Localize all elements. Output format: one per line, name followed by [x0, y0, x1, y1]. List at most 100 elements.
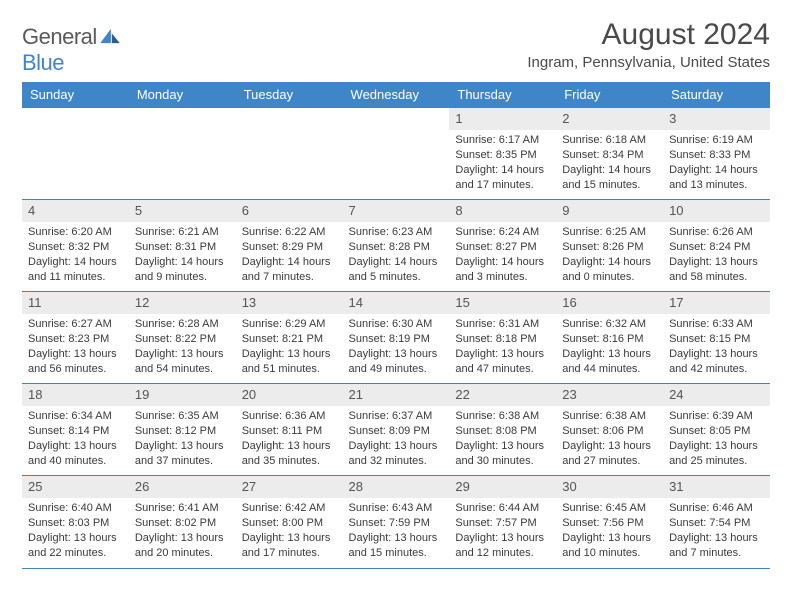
day-number: 5 — [129, 200, 236, 222]
calendar-table: SundayMondayTuesdayWednesdayThursdayFrid… — [22, 82, 770, 568]
calendar-day-cell: 30Sunrise: 6:45 AMSunset: 7:56 PMDayligh… — [556, 476, 663, 568]
calendar-day-cell: 11Sunrise: 6:27 AMSunset: 8:23 PMDayligh… — [22, 292, 129, 384]
calendar-day-cell: 18Sunrise: 6:34 AMSunset: 8:14 PMDayligh… — [22, 384, 129, 476]
calendar-day-cell: 9Sunrise: 6:25 AMSunset: 8:26 PMDaylight… — [556, 200, 663, 292]
day-number: 15 — [449, 292, 556, 314]
day-details: Sunrise: 6:19 AMSunset: 8:33 PMDaylight:… — [663, 130, 770, 196]
day-number: 7 — [343, 200, 450, 222]
day-details: Sunrise: 6:38 AMSunset: 8:06 PMDaylight:… — [556, 406, 663, 472]
day-details: Sunrise: 6:45 AMSunset: 7:56 PMDaylight:… — [556, 498, 663, 564]
location-text: Ingram, Pennsylvania, United States — [527, 54, 770, 71]
day-details: Sunrise: 6:43 AMSunset: 7:59 PMDaylight:… — [343, 498, 450, 564]
calendar-day-cell — [129, 108, 236, 200]
day-number: 21 — [343, 384, 450, 406]
day-number: 3 — [663, 108, 770, 130]
day-number: 10 — [663, 200, 770, 222]
day-details: Sunrise: 6:17 AMSunset: 8:35 PMDaylight:… — [449, 130, 556, 196]
day-number: 23 — [556, 384, 663, 406]
day-number: 26 — [129, 476, 236, 498]
calendar-week-row: 4Sunrise: 6:20 AMSunset: 8:32 PMDaylight… — [22, 200, 770, 292]
day-number: 30 — [556, 476, 663, 498]
brand-word1: General — [22, 24, 97, 49]
day-details: Sunrise: 6:23 AMSunset: 8:28 PMDaylight:… — [343, 222, 450, 288]
day-number: 31 — [663, 476, 770, 498]
day-number-blank — [343, 108, 450, 130]
day-number: 8 — [449, 200, 556, 222]
day-number: 20 — [236, 384, 343, 406]
calendar-week-row: 11Sunrise: 6:27 AMSunset: 8:23 PMDayligh… — [22, 292, 770, 384]
day-details: Sunrise: 6:32 AMSunset: 8:16 PMDaylight:… — [556, 314, 663, 380]
calendar-day-cell: 24Sunrise: 6:39 AMSunset: 8:05 PMDayligh… — [663, 384, 770, 476]
calendar-day-cell: 6Sunrise: 6:22 AMSunset: 8:29 PMDaylight… — [236, 200, 343, 292]
day-details: Sunrise: 6:24 AMSunset: 8:27 PMDaylight:… — [449, 222, 556, 288]
calendar-day-cell: 14Sunrise: 6:30 AMSunset: 8:19 PMDayligh… — [343, 292, 450, 384]
calendar-day-cell: 8Sunrise: 6:24 AMSunset: 8:27 PMDaylight… — [449, 200, 556, 292]
day-details: Sunrise: 6:36 AMSunset: 8:11 PMDaylight:… — [236, 406, 343, 472]
day-details: Sunrise: 6:33 AMSunset: 8:15 PMDaylight:… — [663, 314, 770, 380]
calendar-day-cell: 23Sunrise: 6:38 AMSunset: 8:06 PMDayligh… — [556, 384, 663, 476]
calendar-day-cell: 7Sunrise: 6:23 AMSunset: 8:28 PMDaylight… — [343, 200, 450, 292]
calendar-day-cell: 26Sunrise: 6:41 AMSunset: 8:02 PMDayligh… — [129, 476, 236, 568]
calendar-body: 1Sunrise: 6:17 AMSunset: 8:35 PMDaylight… — [22, 108, 770, 568]
day-number: 22 — [449, 384, 556, 406]
weekday-header: Sunday — [22, 82, 129, 108]
calendar-day-cell: 27Sunrise: 6:42 AMSunset: 8:00 PMDayligh… — [236, 476, 343, 568]
day-details: Sunrise: 6:34 AMSunset: 8:14 PMDaylight:… — [22, 406, 129, 472]
calendar-day-cell: 12Sunrise: 6:28 AMSunset: 8:22 PMDayligh… — [129, 292, 236, 384]
day-details: Sunrise: 6:18 AMSunset: 8:34 PMDaylight:… — [556, 130, 663, 196]
day-details: Sunrise: 6:30 AMSunset: 8:19 PMDaylight:… — [343, 314, 450, 380]
calendar-day-cell: 28Sunrise: 6:43 AMSunset: 7:59 PMDayligh… — [343, 476, 450, 568]
day-details: Sunrise: 6:38 AMSunset: 8:08 PMDaylight:… — [449, 406, 556, 472]
weekday-header: Tuesday — [236, 82, 343, 108]
brand-sail-icon — [99, 28, 121, 44]
weekday-header: Thursday — [449, 82, 556, 108]
month-title: August 2024 — [527, 18, 770, 52]
day-details: Sunrise: 6:28 AMSunset: 8:22 PMDaylight:… — [129, 314, 236, 380]
day-details: Sunrise: 6:40 AMSunset: 8:03 PMDaylight:… — [22, 498, 129, 564]
day-number: 25 — [22, 476, 129, 498]
day-details: Sunrise: 6:25 AMSunset: 8:26 PMDaylight:… — [556, 222, 663, 288]
calendar-week-row: 25Sunrise: 6:40 AMSunset: 8:03 PMDayligh… — [22, 476, 770, 568]
day-number: 6 — [236, 200, 343, 222]
day-number: 19 — [129, 384, 236, 406]
brand-text: General Blue — [22, 24, 121, 76]
calendar-day-cell: 20Sunrise: 6:36 AMSunset: 8:11 PMDayligh… — [236, 384, 343, 476]
day-details: Sunrise: 6:46 AMSunset: 7:54 PMDaylight:… — [663, 498, 770, 564]
day-number: 18 — [22, 384, 129, 406]
calendar-day-cell: 4Sunrise: 6:20 AMSunset: 8:32 PMDaylight… — [22, 200, 129, 292]
calendar-week-row: 1Sunrise: 6:17 AMSunset: 8:35 PMDaylight… — [22, 108, 770, 200]
day-number: 13 — [236, 292, 343, 314]
day-details: Sunrise: 6:35 AMSunset: 8:12 PMDaylight:… — [129, 406, 236, 472]
day-number: 2 — [556, 108, 663, 130]
brand-logo: General Blue — [22, 18, 121, 76]
weekday-header: Monday — [129, 82, 236, 108]
calendar-day-cell: 17Sunrise: 6:33 AMSunset: 8:15 PMDayligh… — [663, 292, 770, 384]
calendar-day-cell: 21Sunrise: 6:37 AMSunset: 8:09 PMDayligh… — [343, 384, 450, 476]
calendar-week-row: 18Sunrise: 6:34 AMSunset: 8:14 PMDayligh… — [22, 384, 770, 476]
day-number: 9 — [556, 200, 663, 222]
day-details: Sunrise: 6:29 AMSunset: 8:21 PMDaylight:… — [236, 314, 343, 380]
calendar-day-cell — [343, 108, 450, 200]
day-number: 16 — [556, 292, 663, 314]
calendar-day-cell: 15Sunrise: 6:31 AMSunset: 8:18 PMDayligh… — [449, 292, 556, 384]
title-block: August 2024 Ingram, Pennsylvania, United… — [527, 18, 770, 71]
day-details: Sunrise: 6:39 AMSunset: 8:05 PMDaylight:… — [663, 406, 770, 472]
calendar-day-cell: 16Sunrise: 6:32 AMSunset: 8:16 PMDayligh… — [556, 292, 663, 384]
day-details: Sunrise: 6:31 AMSunset: 8:18 PMDaylight:… — [449, 314, 556, 380]
calendar-day-cell: 5Sunrise: 6:21 AMSunset: 8:31 PMDaylight… — [129, 200, 236, 292]
calendar-day-cell: 2Sunrise: 6:18 AMSunset: 8:34 PMDaylight… — [556, 108, 663, 200]
day-details: Sunrise: 6:27 AMSunset: 8:23 PMDaylight:… — [22, 314, 129, 380]
bottom-border — [22, 568, 770, 569]
day-number-blank — [129, 108, 236, 130]
header-bar: General Blue August 2024 Ingram, Pennsyl… — [22, 18, 770, 76]
day-number: 14 — [343, 292, 450, 314]
day-number-blank — [236, 108, 343, 130]
day-details: Sunrise: 6:42 AMSunset: 8:00 PMDaylight:… — [236, 498, 343, 564]
day-number-blank — [22, 108, 129, 130]
day-number: 1 — [449, 108, 556, 130]
calendar-day-cell: 10Sunrise: 6:26 AMSunset: 8:24 PMDayligh… — [663, 200, 770, 292]
weekday-header: Wednesday — [343, 82, 450, 108]
calendar-day-cell: 1Sunrise: 6:17 AMSunset: 8:35 PMDaylight… — [449, 108, 556, 200]
day-number: 28 — [343, 476, 450, 498]
calendar-day-cell — [22, 108, 129, 200]
